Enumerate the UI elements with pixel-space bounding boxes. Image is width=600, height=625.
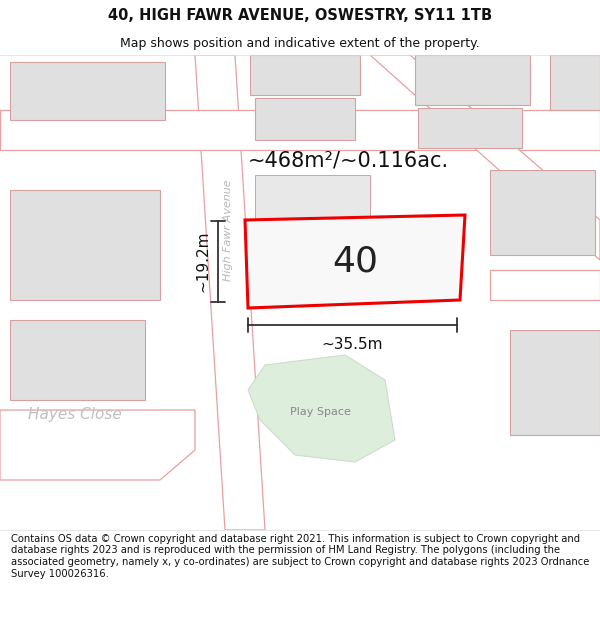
Text: 40, HIGH FAWR AVENUE, OSWESTRY, SY11 1TB: 40, HIGH FAWR AVENUE, OSWESTRY, SY11 1TB [108, 8, 492, 23]
Text: ~19.2m: ~19.2m [195, 231, 210, 292]
Polygon shape [10, 320, 145, 400]
Polygon shape [510, 330, 600, 435]
Text: ~35.5m: ~35.5m [322, 337, 383, 352]
Text: Contains OS data © Crown copyright and database right 2021. This information is : Contains OS data © Crown copyright and d… [11, 534, 589, 579]
Polygon shape [250, 55, 360, 95]
Polygon shape [10, 190, 160, 300]
Polygon shape [370, 55, 600, 260]
Polygon shape [490, 270, 600, 300]
Polygon shape [0, 410, 195, 480]
Polygon shape [10, 62, 165, 120]
Text: 40: 40 [332, 245, 378, 279]
Text: ~468m²/~0.116ac.: ~468m²/~0.116ac. [248, 150, 449, 170]
Polygon shape [255, 98, 355, 140]
Text: Play Space: Play Space [290, 407, 350, 417]
Text: Hayes Close: Hayes Close [28, 408, 122, 422]
Polygon shape [255, 175, 370, 265]
Polygon shape [490, 170, 595, 255]
Polygon shape [248, 355, 395, 462]
Text: High Fawr Avenue: High Fawr Avenue [223, 179, 233, 281]
Polygon shape [245, 215, 465, 308]
Polygon shape [0, 110, 600, 150]
Polygon shape [195, 55, 265, 530]
Polygon shape [415, 55, 530, 105]
Text: Map shows position and indicative extent of the property.: Map shows position and indicative extent… [120, 38, 480, 51]
Polygon shape [550, 55, 600, 110]
Polygon shape [418, 108, 522, 148]
